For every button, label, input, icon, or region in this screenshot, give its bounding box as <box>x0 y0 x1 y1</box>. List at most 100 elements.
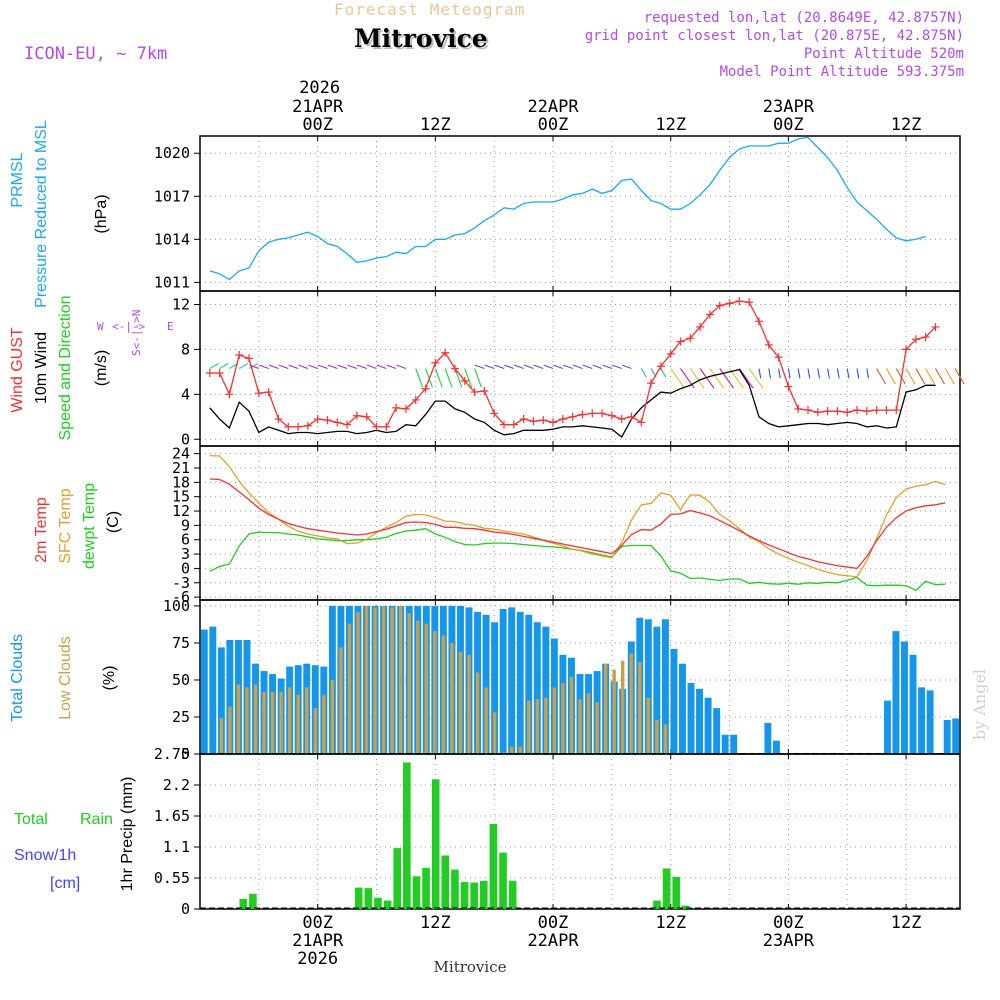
rain-bar <box>479 880 488 909</box>
low-cloud-bar <box>603 663 608 754</box>
wind-direction-arrow <box>415 368 424 388</box>
wind-direction-arrow <box>494 364 505 370</box>
gust-marker <box>598 409 607 418</box>
gust-marker <box>333 418 342 427</box>
low-cloud-bar <box>629 653 633 754</box>
low-cloud-bar <box>569 677 574 754</box>
rain-bar <box>460 881 469 909</box>
y-tick-label: 0 <box>181 430 190 448</box>
gust-marker <box>539 416 548 425</box>
low-cloud-bar <box>236 684 241 754</box>
gust-marker <box>676 337 685 346</box>
y-tick-label: 1011 <box>154 273 190 291</box>
wind-direction-arrow <box>474 368 482 388</box>
rain-bar <box>403 762 411 909</box>
gust-marker <box>578 410 587 419</box>
wind-direction-label: Speed and Direction <box>57 296 74 441</box>
gust-marker <box>607 411 616 420</box>
wind-direction-arrow <box>209 363 219 369</box>
low-cloud-bar <box>373 607 377 754</box>
y-tick-label: 0 <box>181 745 190 763</box>
gust-marker <box>245 354 254 363</box>
total-cloud-bar <box>721 734 729 754</box>
low-cloud-bar <box>339 647 343 754</box>
gust-marker <box>450 364 459 373</box>
gust-marker <box>784 382 793 391</box>
wind-direction-arrow <box>621 364 632 370</box>
gust-marker <box>254 389 263 398</box>
wind-direction-arrow <box>836 368 840 379</box>
total-cloud-bar <box>892 631 900 754</box>
gust-marker <box>656 362 665 371</box>
low-cloud-bar <box>322 694 326 754</box>
total-cloud-bar <box>764 722 772 754</box>
gust-marker <box>892 406 901 415</box>
wind-direction-arrow <box>444 368 453 388</box>
total-cloud-bar <box>730 734 738 754</box>
gust-marker <box>637 418 646 427</box>
y-tick-label: 25 <box>172 708 190 726</box>
low-cloud-bar <box>484 687 488 754</box>
wind-direction-arrow <box>553 364 564 370</box>
rain-bar <box>249 893 257 909</box>
gust-marker <box>352 411 361 420</box>
wind-direction-arrow <box>278 364 289 370</box>
gust-marker <box>411 395 420 404</box>
gust-marker <box>911 335 920 344</box>
low-cloud-bar <box>518 746 522 754</box>
wind-direction-arrow <box>357 364 367 370</box>
low-cloud-bar <box>527 700 531 754</box>
total-cloud-bar <box>687 682 695 754</box>
compass-east: E <box>167 320 174 333</box>
low-cloud-bar <box>492 712 497 754</box>
wind-direction-arrow <box>856 368 860 379</box>
gust-marker <box>421 384 430 393</box>
total-cloud-bar <box>883 700 891 754</box>
low-cloud-bar <box>407 613 411 754</box>
gust-marker <box>754 317 763 326</box>
requested-coords: requested lon,lat (20.8649E, 42.8757N) <box>643 10 964 26</box>
y-tick-label: 50 <box>172 671 190 689</box>
grid-point-coords: grid point closest lon,lat (20.875E, 42.… <box>584 28 964 44</box>
total-cloud-bar <box>217 647 225 754</box>
gust-marker <box>617 415 626 424</box>
panel-frame-temperature <box>199 445 961 601</box>
wind-direction-arrow <box>298 364 309 370</box>
total-cloud-bar <box>679 663 686 754</box>
top-time-label: 00Z <box>538 115 569 135</box>
y-tick-label: 6 <box>181 531 190 549</box>
wind-direction-arrow <box>935 368 945 385</box>
wind-direction-arrow <box>238 363 249 369</box>
gust-marker <box>215 368 224 377</box>
wind-direction-arrow <box>787 368 791 379</box>
gust-marker <box>284 422 293 431</box>
gust-marker <box>205 368 214 377</box>
compass-west: W <box>97 320 104 333</box>
low-cloud-bar <box>228 706 232 754</box>
total-cloud-bar <box>525 614 533 754</box>
low-cloud-bar <box>509 746 514 754</box>
wind-direction-arrow <box>866 368 870 379</box>
gust-marker <box>225 390 234 399</box>
wind-direction-arrow <box>317 364 328 370</box>
y-tick-label: 2.75 <box>154 745 190 763</box>
gust-marker <box>303 421 312 430</box>
wind-direction-arrow <box>504 364 514 370</box>
series-line-10m-wind <box>209 368 936 438</box>
wind-direction-arrow <box>434 368 443 388</box>
wind-direction-arrow <box>660 368 667 378</box>
bottom-location-label: Mitrovice <box>434 958 507 976</box>
panel-frame-precip <box>199 753 961 910</box>
gust-marker <box>558 415 567 424</box>
gust-marker <box>715 301 724 310</box>
gust-marker <box>705 310 714 319</box>
top-time-label: 23APR <box>763 97 815 117</box>
wind-direction-arrow <box>259 364 269 370</box>
low-cloud-bar <box>467 654 471 754</box>
low-cloud-bar <box>458 651 463 754</box>
total-cloud-bar <box>772 740 780 754</box>
y-tick-label: 1017 <box>154 187 190 205</box>
low-cloud-bar <box>390 607 394 754</box>
top-year-label: 2026 <box>299 78 340 98</box>
rain-bar <box>682 905 690 909</box>
